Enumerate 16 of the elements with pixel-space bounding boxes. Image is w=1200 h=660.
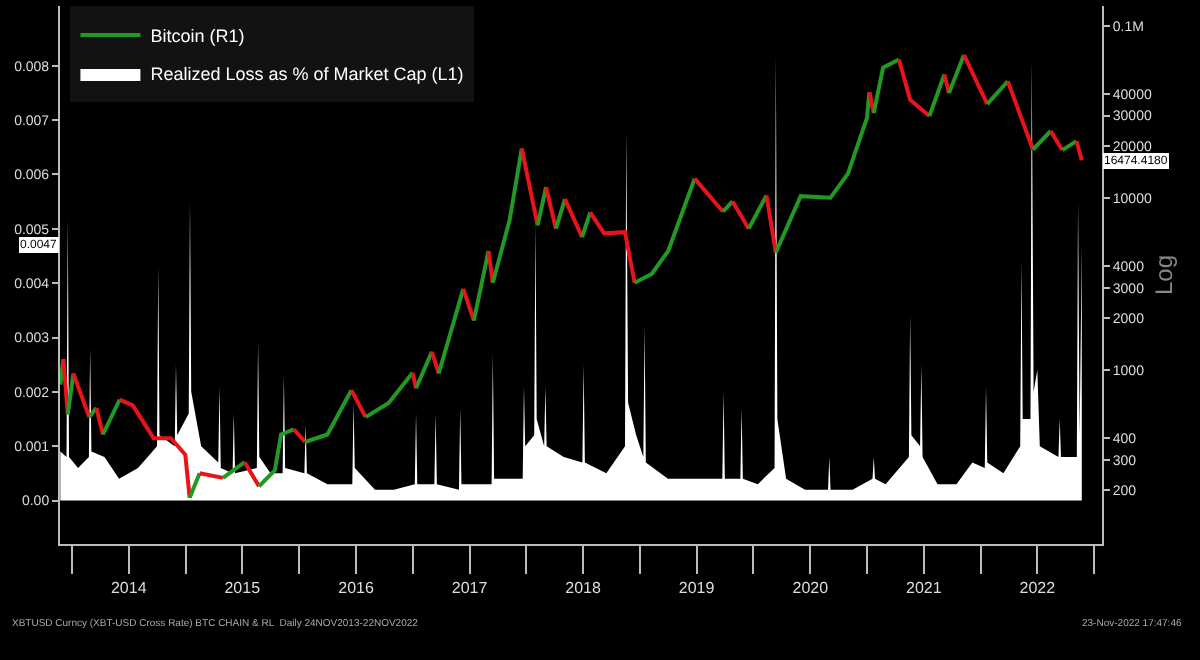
line-series (117, 397, 192, 500)
x-tick-label: 2017 (451, 579, 489, 598)
x-tick-label: 2019 (678, 579, 716, 598)
x-tick-label: 2022 (1019, 579, 1057, 598)
legend-label: Realized Loss as % of Market Cap (L1) (150, 64, 464, 85)
y2-axis-title: Log (1149, 254, 1178, 296)
x-tick-label: 2015 (224, 579, 262, 598)
line-series (257, 427, 296, 489)
x-tick-label: 2021 (906, 579, 943, 598)
legend-label: Bitcoin (R1) (150, 26, 245, 47)
x-tick-label: 2016 (338, 579, 375, 598)
x-tick-label: 2014 (110, 579, 148, 598)
x-tick-label: 2020 (792, 579, 830, 598)
line-series (588, 210, 637, 285)
x-tick-label: 2018 (565, 579, 602, 598)
line-series (632, 176, 697, 285)
